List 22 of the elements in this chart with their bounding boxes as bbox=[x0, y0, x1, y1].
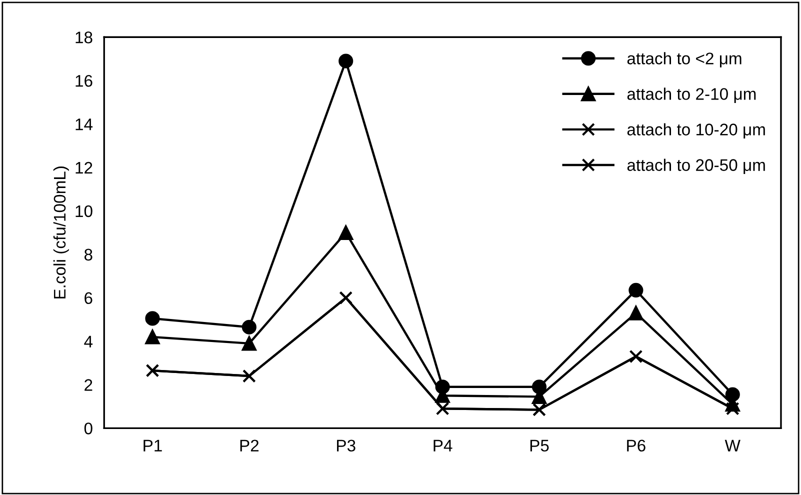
x-tick-label: P3 bbox=[337, 440, 356, 452]
x-tick-label: P5 bbox=[530, 440, 549, 452]
y-tick-label: 8 bbox=[84, 248, 92, 261]
x-tick-label: P1 bbox=[144, 440, 162, 452]
legend-label: attach to 20-50 μm bbox=[627, 158, 765, 174]
y-tick-label: 2 bbox=[84, 379, 92, 391]
y-tick-label: 4 bbox=[84, 336, 93, 348]
legend-label: attach to 2-10 μm bbox=[627, 88, 756, 103]
x-tick-label: W bbox=[724, 440, 740, 452]
y-tick-label: 16 bbox=[76, 74, 92, 87]
y-tick-label: 14 bbox=[76, 118, 93, 130]
x-tick-label: P4 bbox=[434, 440, 452, 452]
legend-label: attach to <2 μm bbox=[627, 52, 742, 68]
y-tick-label: 6 bbox=[84, 292, 92, 304]
x-tick-label: P6 bbox=[627, 440, 646, 452]
y-tick-label: 0 bbox=[84, 422, 92, 434]
y-tick-label: 18 bbox=[76, 32, 92, 44]
y-axis-title: E.coli (cfu/100mL) bbox=[53, 166, 69, 298]
y-tick-label: 12 bbox=[76, 162, 92, 174]
y-tick-label: 10 bbox=[76, 205, 92, 218]
legend-label: attach to 10-20 μm bbox=[627, 123, 765, 138]
x-tick-label: P2 bbox=[240, 440, 259, 452]
